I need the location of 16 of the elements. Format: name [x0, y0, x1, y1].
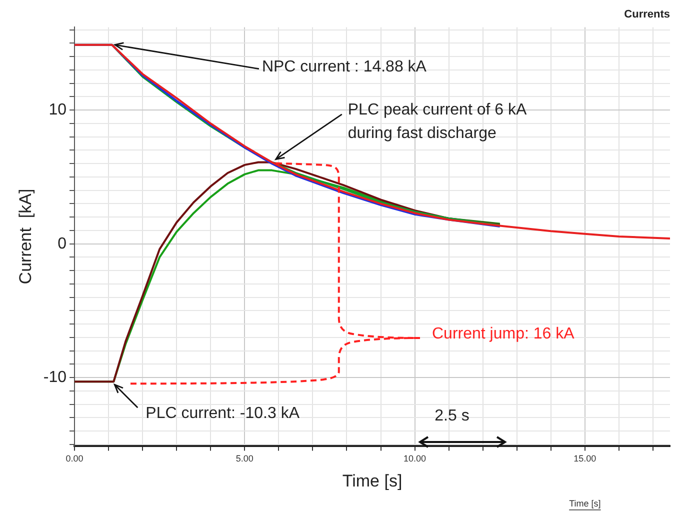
annotation: Current jump: 16 kA: [432, 325, 575, 342]
chart-title: Currents: [624, 8, 670, 21]
y-tick-label: 10: [48, 102, 67, 119]
y-axis-title: Current [kA]: [16, 188, 35, 284]
x-tick-label: 15.00: [574, 454, 596, 464]
text: Time [s]: [569, 498, 601, 508]
x-tick-label: 10.00: [404, 454, 426, 464]
x-tick-label: 0.00: [66, 454, 84, 464]
y-tick-label: -10: [43, 369, 67, 386]
annotation: NPC current : 14.88 kA: [262, 58, 427, 76]
y-tick-label: 0: [58, 235, 67, 252]
x-axis-title: Time [s]: [342, 471, 402, 490]
x-tick-label: 5.00: [236, 454, 254, 464]
annotation: 2.5 s: [434, 407, 470, 424]
annotation: PLC peak current of 6 kA during fast discharge: [348, 102, 527, 142]
annotation: PLC current: -10.3 kA: [146, 405, 300, 422]
